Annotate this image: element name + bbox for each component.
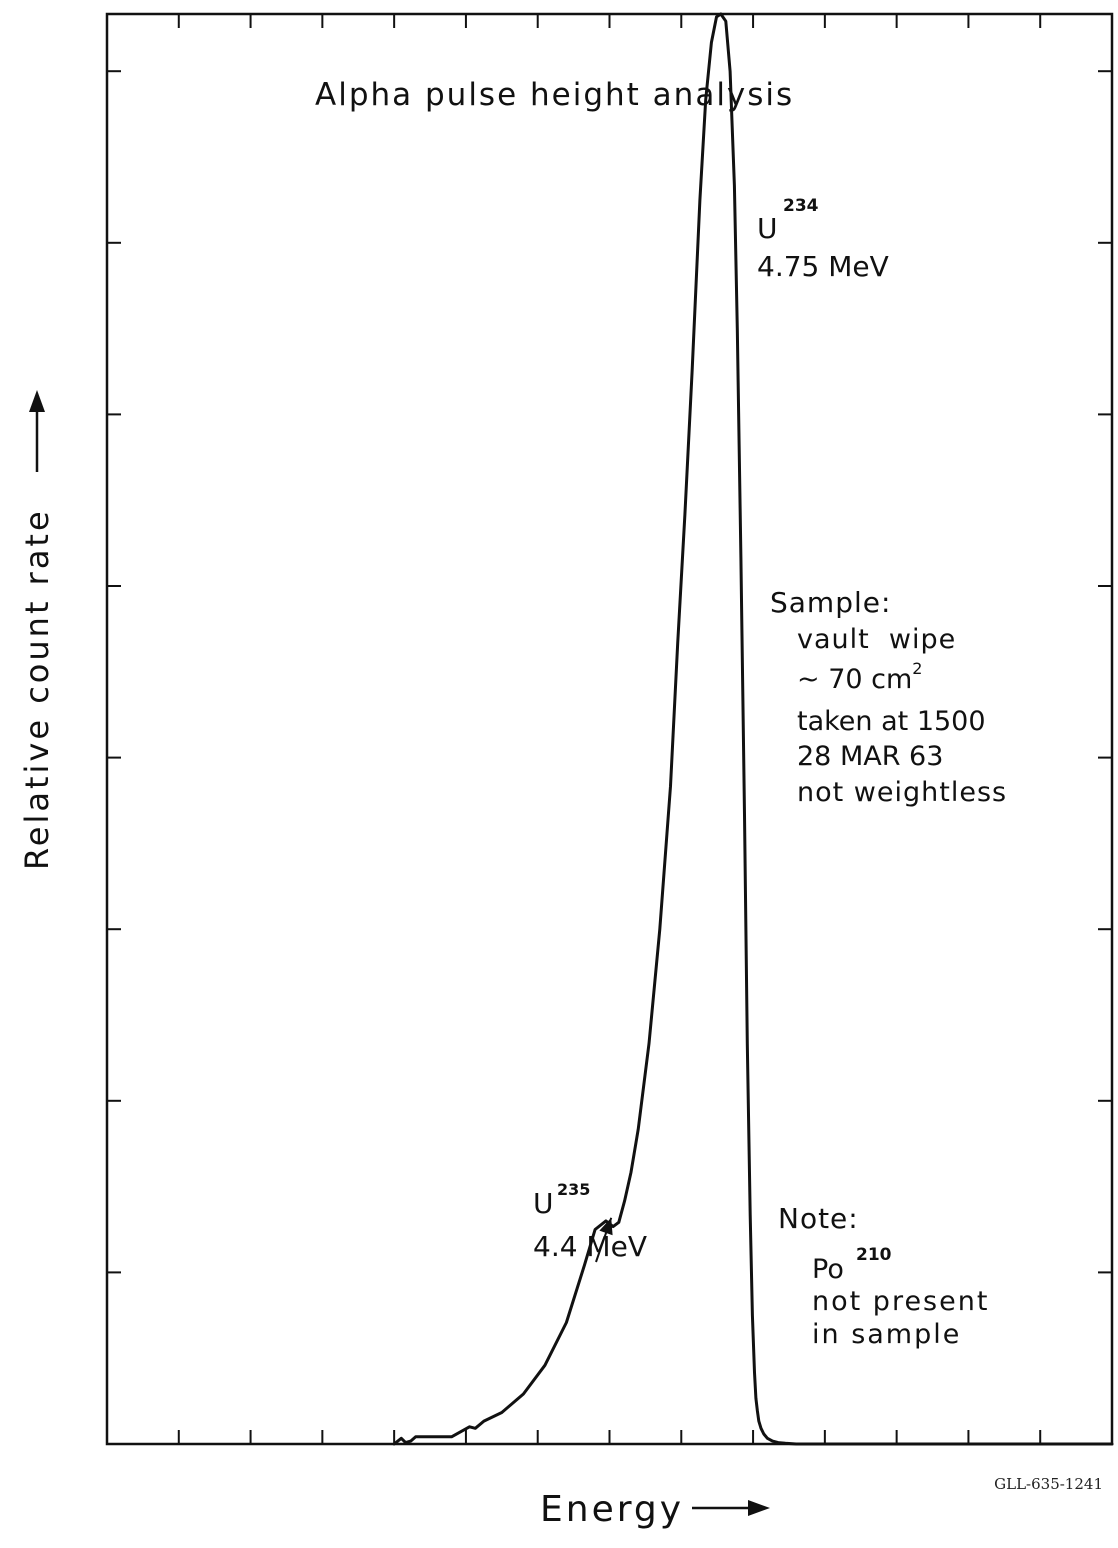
sample-line-2-text: ~ 70 cm: [797, 664, 912, 695]
sample-line-4: 28 MAR 63: [797, 741, 943, 772]
u235-symbol: U: [533, 1187, 554, 1220]
sample-line-3: taken at 1500: [797, 706, 986, 737]
u234-energy: 4.75 MeV: [757, 250, 889, 283]
u235-arrow: [595, 1217, 613, 1263]
x-axis-arrow-icon: [692, 1500, 770, 1516]
sample-line-5: not weightless: [797, 777, 1007, 808]
spectrum-curve: [392, 12, 1114, 1446]
sample-line-2-sup: 2: [912, 659, 922, 678]
note-line-2: not present: [812, 1286, 989, 1317]
note-line-3: in sample: [812, 1319, 961, 1350]
y-axis-ticks: [107, 70, 1112, 1274]
x-axis-ticks: [177, 14, 1042, 1444]
sample-line-1: vault wipe: [797, 624, 956, 655]
figure-code: GLL-635-1241: [994, 1475, 1103, 1493]
note-po-symbol: Po: [812, 1254, 844, 1285]
note-title: Note:: [778, 1202, 859, 1235]
u234-mass: 234: [783, 196, 819, 216]
note-po-mass: 210: [856, 1245, 892, 1265]
x-axis-label: Energy: [540, 1489, 684, 1530]
u235-mass: 235: [557, 1180, 590, 1199]
u235-energy: 4.4 MeV: [533, 1230, 647, 1263]
y-axis-label: Relative count rate: [18, 508, 56, 870]
chart-title: Alpha pulse height analysis: [315, 77, 794, 113]
sample-line-2: ~ 70 cm2: [797, 659, 922, 695]
u234-symbol: U: [757, 212, 778, 245]
sample-title: Sample:: [770, 586, 891, 619]
y-axis-arrow-icon: [29, 390, 45, 472]
